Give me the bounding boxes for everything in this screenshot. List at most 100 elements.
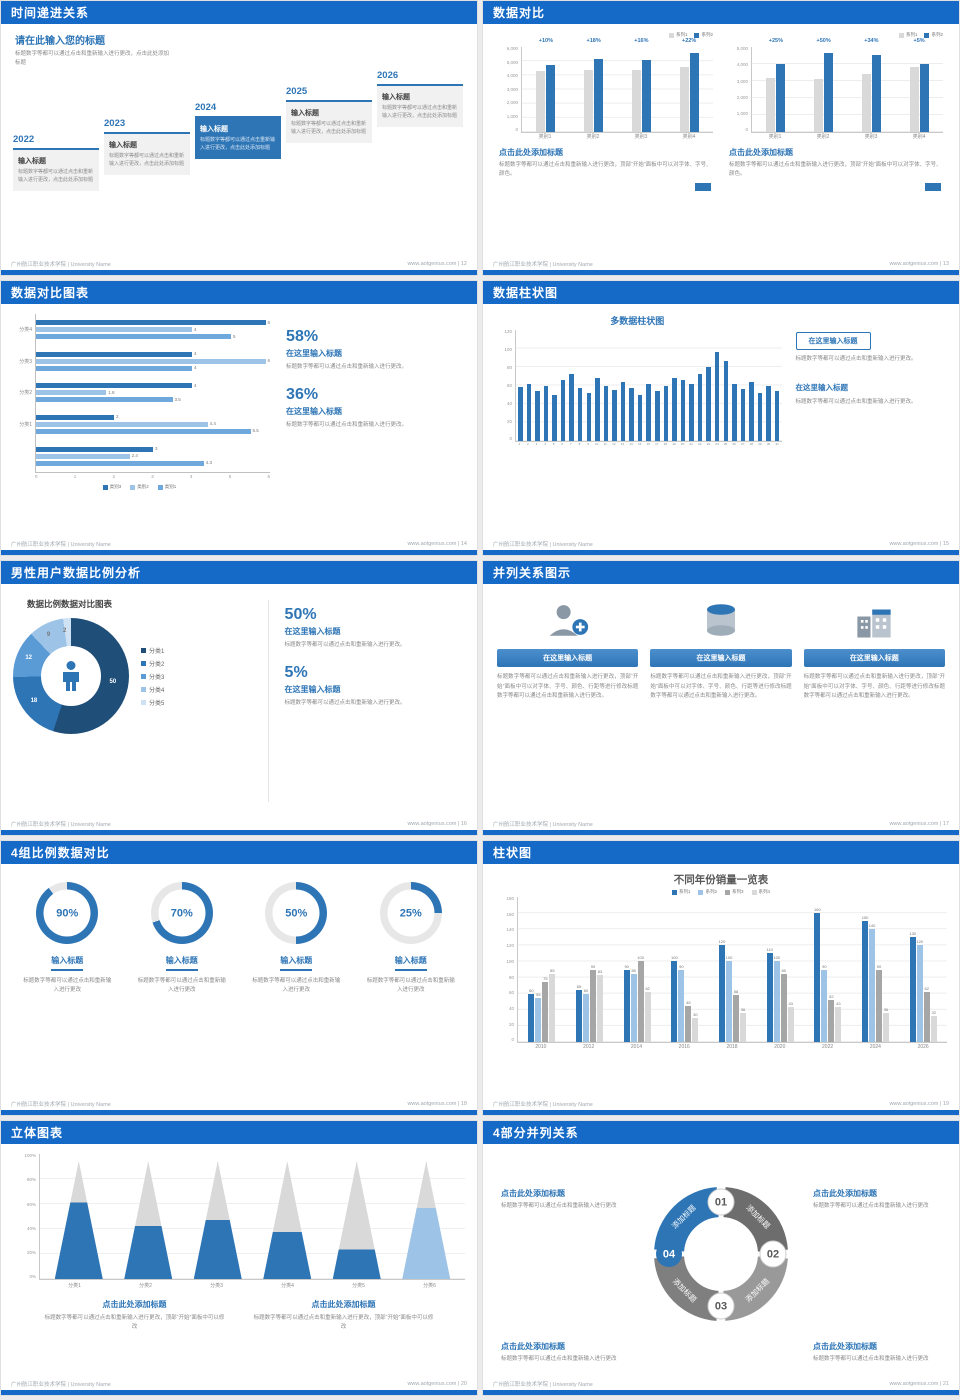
hbar [36,327,193,333]
bval: 100 [671,955,678,961]
slide-15[interactable]: 数据柱状图 多数据柱状图 120 100 80 60 40 20 0 1 2 3 4 5 6 7 8 9 10 11… [482,280,960,556]
sw [751,889,757,895]
timeline-card: 输入标题 标题数字等都可以通过点击和重新输入进行更改，点击此处添加标题 [13,150,99,191]
dlabel: 2 [62,628,67,635]
hrow: 6 [36,320,270,326]
title-button: 在这里输入标题 [650,649,792,667]
hcol: 4 6 4 [35,345,270,378]
vgroup [739,330,748,441]
ring-center: 70% [158,889,206,937]
footer-university: 广州航江职业技术学院 | University Name [11,1382,111,1388]
xaxis: 0 1 2 3 4 5 6 [35,472,271,479]
slide-12[interactable]: 时间递进关系 2022 输入标题 标题数字等都可以通过点击和重新输入进行更改，点… [0,0,478,276]
hbar [36,334,232,340]
footer-site-page: www.aotgenius.com | 20 [407,1381,467,1387]
badge: +50% [816,38,831,44]
vbar [766,385,771,441]
ring-text: 标题数字等都可以通过点击和重新输入进行更改 [137,978,226,994]
vbar: 75 [542,976,549,1042]
vbar [629,388,634,441]
bval: 43 [788,1001,793,1007]
slide-20[interactable]: 立体图表 100% 80% 60% 40% 20% 0% 分类1 分类2 分类3 分类4 分类5 分类… [0,1120,478,1396]
caption-text: 标题数字等都可以通过点击和重新输入进行更改，顶部“开始”面板中可以修改 [253,1315,434,1331]
footer-page-number: 20 [460,1381,467,1387]
slide-body: 数据比例数据对比图表 50 18 12 9 2 分类1 分类2 分类3 分类4 分类5 [1,584,477,818]
corner-title: 点击此处添加标题 [501,1189,565,1198]
column-text: 标题数字等都可以通过点击和重新输入进行更改，顶部“开始”面板中可以对字体、字号、… [497,674,639,700]
vbar [586,392,592,441]
bval: 43 [836,1001,841,1007]
clab: 分类3 [210,1283,223,1289]
cone [124,1161,173,1279]
timeline-year: 2024 [195,102,281,118]
ytick: 1,000 [736,111,748,117]
slide-body: 系列1 系列2 6,000 5,000 4,000 3,000 2,000 1,000 0 +10… [483,24,959,258]
vbar [612,390,617,441]
slide-18[interactable]: 4组比例数据对比 90% 输入标题 标题数字等都可以通过点击和重新输入进行更改 … [0,840,478,1116]
bval: 75 [543,975,548,981]
xlab: 3 [535,442,538,446]
ytick: 180 [506,896,514,901]
xlab: 类别3 [634,134,648,140]
bval: 85 [550,967,555,973]
bval: 90 [679,963,684,969]
slide-footer: 广州航江职业技术学院 | University Name www.aotgeni… [483,818,959,830]
lg-label: 系列1 [678,889,691,894]
yaxis: 6,000 5,000 4,000 3,000 2,000 1,000 0 [499,46,521,133]
timeline-card-title: 输入标题 [291,110,319,117]
slide-16[interactable]: 男性用户数据比例分析 数据比例数据对比图表 50 18 12 9 2 分类1 分类2 分… [0,560,478,836]
xlab: 11 [603,442,607,446]
legend-label: 分类3 [149,674,165,681]
vgroup [636,330,645,441]
stat-percent: 5% [284,663,308,681]
timeline-card: 输入标题 标题数字等都可以通过点击和重新输入进行更改，点击此处添加标题 [377,86,463,127]
vbar: 160 [814,908,821,1042]
footer-university: 广州航江职业技术学院 | University Name [11,542,111,548]
corner-title: 点击此处添加标题 [813,1341,877,1351]
legend-swatch [141,673,146,679]
decor-box [695,183,711,192]
timeline-card-title: 输入标题 [109,142,137,149]
slide-bottom-bar [1,830,477,835]
footer-university: 广州航江职业技术学院 | University Name [493,1382,593,1388]
slide-footer: 广州航江职业技术学院 | University Name www.aotgeni… [483,538,959,550]
xlab: 类别1 [768,134,782,140]
slide-21[interactable]: 4部分并列关系 点击此处添加标题 标题数字等都可以通过点击和重新输入进行更改 点… [482,1120,960,1396]
bval: 65 [576,983,582,989]
xlab: 6 [561,442,564,446]
legend: 类别3 类别2 类别1 [9,484,270,490]
ring-percent: 90% [56,907,79,919]
hrow: 1.8 [36,390,270,396]
cy-tick: 60% [26,1201,36,1207]
vbar [584,70,594,132]
ytick: 120 [504,329,512,334]
footer-site: www.aotgenius.com [407,541,457,547]
horizontal-bar-chart: 分类4 6 4 5 分类3 4 6 4 分类2 4 1.8 3.5 分类1 2 4.4 5.5 3 2.4 4.3 0… [9,314,271,538]
footer-university: 广州航江职业技术学院 | University Name [11,822,111,828]
slide-body: 在这里输入标题 标题数字等都可以通过点击和重新输入进行更改，顶部“开始”面板中可… [483,584,959,818]
vbar [679,66,689,132]
footer-page-number: 13 [942,261,949,267]
hlabel [9,440,35,472]
lg-item: 系列2 [924,32,943,38]
xtick: 1 [73,474,77,479]
slide-14[interactable]: 数据对比图表 分类4 6 4 5 分类3 4 6 4 分类2 4 1.8 3.5 分类1 2 4.4 5.5 3… [0,280,478,556]
cone [402,1161,451,1279]
slide-body: 多数据柱状图 120 100 80 60 40 20 0 1 2 3 4 5 6 7 8 9 10 11 12 13 14… [483,304,959,538]
hcol: 3 2.4 4.3 [35,440,270,472]
stat-block: 36% 在这里输入标题 标题数字等都可以通过点击和重新输入进行更改。 [286,386,463,430]
slide-19[interactable]: 柱状图 不同年份销量一览表 系列1 系列2 系列3 系列4 180 160 140 120 100… [482,840,960,1116]
cy-tick: 100% [24,1153,36,1158]
slide-bottom-bar [1,1110,477,1115]
database-icon [706,604,735,636]
badge: +25% [768,38,783,44]
hval: 4 [194,351,197,357]
hcol: 4 1.8 3.5 [35,377,270,409]
vgroup: 60 55 75 85 [518,897,566,1042]
progress-ring: 50% [265,882,328,944]
bval: 32 [931,1010,936,1016]
vgroup [567,330,576,441]
slide-17[interactable]: 并列关系图示 在这里输入标题 标题数字等都可以通过点击和重新输入进行更改，顶部“… [482,560,960,836]
timeline-card-text: 标题数字等都可以通过点击和重新输入进行更改，点击此处添加标题 [109,153,185,167]
slide-13[interactable]: 数据对比 系列1 系列2 6,000 5,000 4,000 3,000 2,000 1,00… [482,0,960,276]
